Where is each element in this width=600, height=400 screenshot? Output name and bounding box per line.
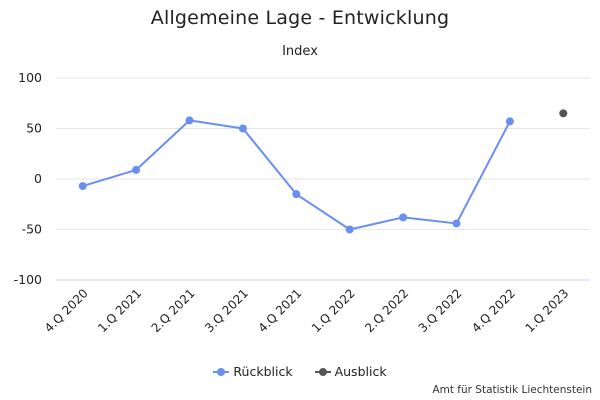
chart-subtitle: Index (282, 44, 318, 59)
x-tick-label: 4.Q 2022 (469, 286, 518, 335)
x-tick-label: 3.Q 2021 (202, 286, 251, 335)
y-tick-label: -100 (14, 272, 42, 287)
x-tick-label: 2.Q 2022 (362, 286, 411, 335)
y-tick-label: 100 (18, 70, 42, 85)
credits-text[interactable]: Amt für Statistik Liechtenstein (432, 384, 592, 396)
data-point (292, 190, 301, 199)
legend-marker-ausblick (314, 367, 331, 377)
x-tick-label: 2.Q 2021 (149, 286, 198, 335)
legend-label-rueckblick: Rückblick (233, 364, 293, 379)
y-tick-label: 0 (34, 171, 42, 186)
data-point (78, 182, 87, 191)
legend-marker-rueckblick (213, 367, 230, 377)
x-tick-label: 4.Q 2020 (42, 286, 91, 335)
legend-label-ausblick: Ausblick (334, 364, 387, 379)
data-point (238, 124, 247, 133)
chart-title: Allgemeine Lage - Entwicklung (150, 7, 450, 29)
data-point (505, 117, 514, 126)
data-point (559, 109, 568, 118)
series-line (82, 119, 511, 231)
data-point (185, 116, 194, 125)
x-tick-label: 1.Q 2023 (522, 286, 571, 335)
legend-item-rueckblick[interactable]: Rückblick (213, 364, 293, 379)
x-tick-label: 1.Q 2021 (95, 286, 144, 335)
data-point (132, 165, 141, 174)
legend-item-ausblick[interactable]: Ausblick (314, 364, 387, 379)
y-tick-label: 50 (26, 121, 42, 136)
data-point (345, 225, 354, 234)
x-tick-label: 1.Q 2022 (309, 286, 358, 335)
data-point (452, 219, 461, 228)
y-tick-label: -50 (22, 222, 42, 237)
data-point (399, 213, 408, 222)
x-tick-label: 3.Q 2022 (416, 286, 465, 335)
x-tick-label: 4.Q 2021 (255, 286, 304, 335)
legend: Rückblick Ausblick (0, 364, 600, 379)
